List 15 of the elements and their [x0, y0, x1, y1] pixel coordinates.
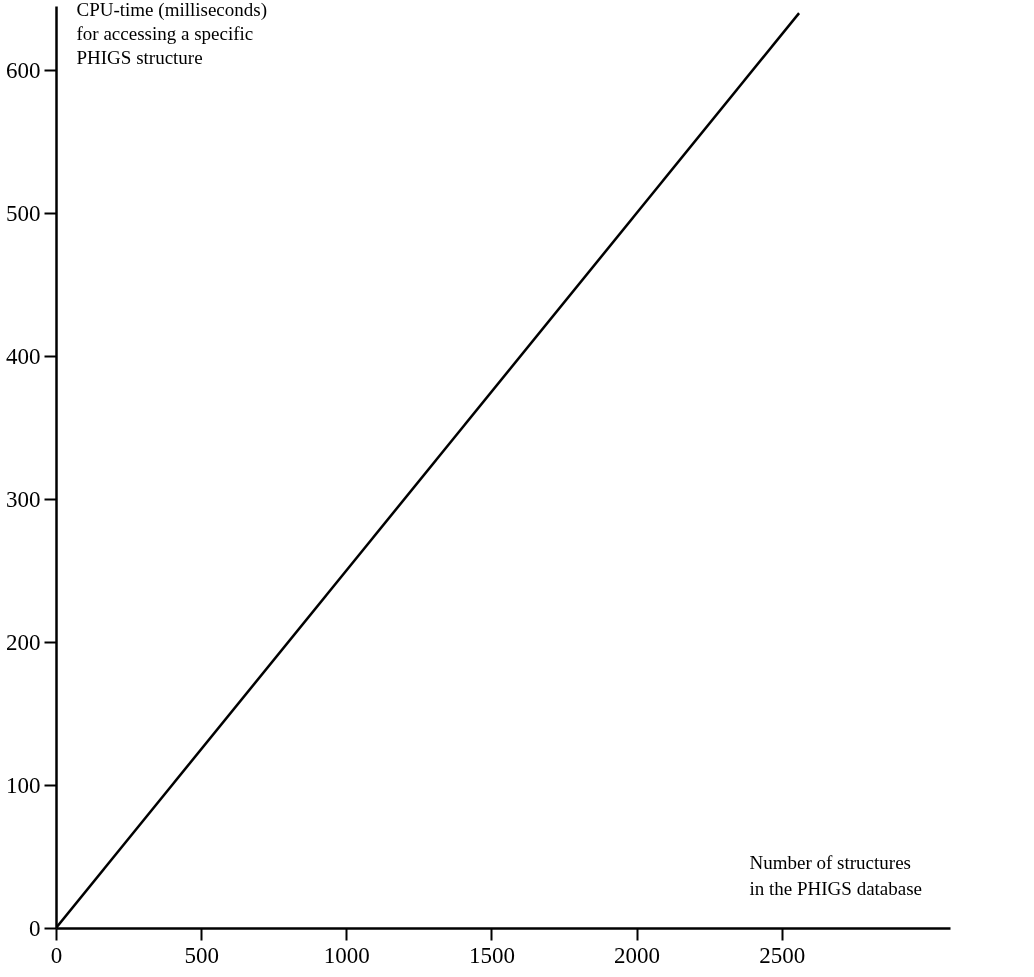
x-tick-label: 1500 — [468, 942, 515, 968]
y-tick-label: 200 — [6, 629, 41, 655]
y-axis-title: CPU-time (milliseconds) for accessing a specific PHIGS structure — [76, 0, 268, 68]
x-tick-label: 500 — [184, 942, 219, 968]
x-axis-title: Number of structures in the PHIGS database — [749, 851, 923, 899]
y-tick-label: 500 — [6, 200, 41, 226]
y-tick-label: 400 — [6, 343, 41, 369]
x-tick-label: 1000 — [323, 942, 370, 968]
y-tick-label: 300 — [6, 486, 41, 512]
y-tick-label: 100 — [6, 772, 41, 798]
y-tick-label: 0 — [29, 915, 41, 941]
x-tick-label: 2000 — [614, 942, 661, 968]
x-tick-label: 2500 — [759, 942, 806, 968]
x-tick-label: 0 — [50, 942, 63, 968]
y-tick-label: 600 — [6, 57, 41, 83]
